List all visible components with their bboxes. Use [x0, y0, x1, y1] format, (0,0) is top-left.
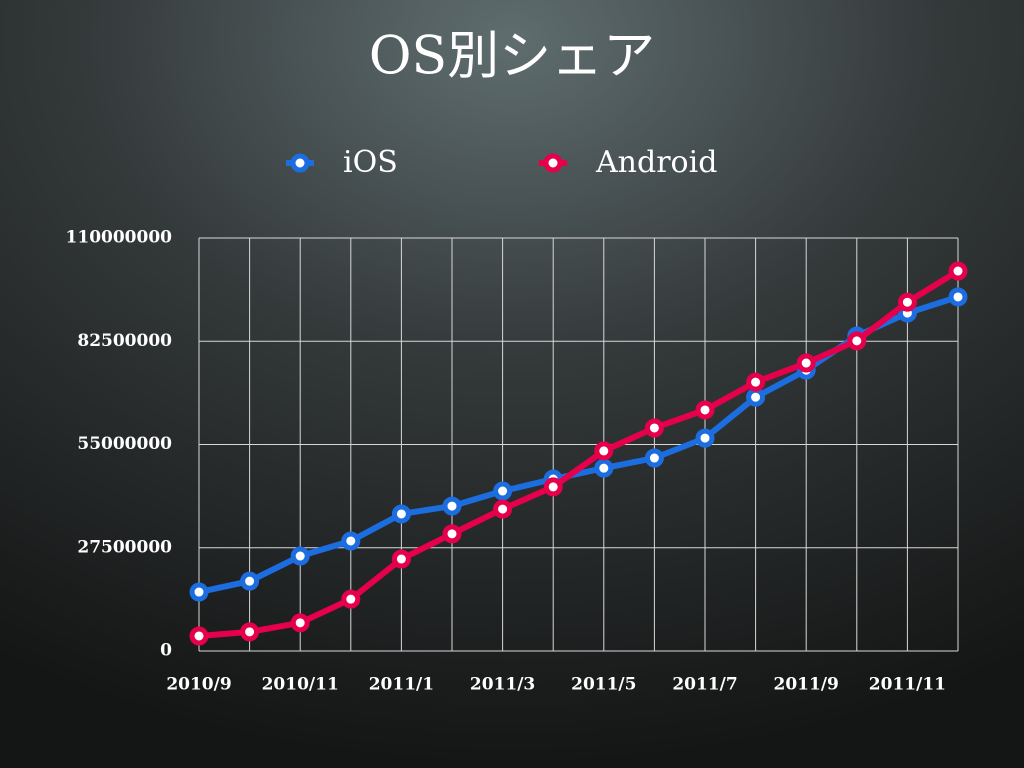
- data-point: [442, 496, 462, 516]
- y-tick-label: 110000000: [66, 228, 173, 248]
- data-point: [948, 261, 968, 281]
- y-tick-label: 82500000: [77, 331, 172, 351]
- x-tick-label: 2011/5: [571, 675, 636, 695]
- data-point: [391, 549, 411, 569]
- legend-label: iOS: [343, 145, 398, 180]
- data-point: [746, 372, 766, 392]
- x-tick-label: 2011/3: [470, 675, 535, 695]
- x-tick-label: 2011/11: [869, 675, 946, 695]
- data-point: [746, 387, 766, 407]
- x-tick-label: 2010/11: [262, 675, 339, 695]
- data-point: [594, 458, 614, 478]
- data-point: [189, 626, 209, 646]
- data-point: [189, 582, 209, 602]
- data-point: [391, 504, 411, 524]
- data-point: [847, 331, 867, 351]
- data-point: [695, 428, 715, 448]
- y-tick-label: 0: [160, 641, 172, 661]
- data-point: [594, 441, 614, 461]
- x-tick-label: 2011/1: [369, 675, 434, 695]
- x-tick-label: 2011/9: [774, 675, 839, 695]
- data-point: [290, 546, 310, 566]
- y-tick-label: 55000000: [77, 434, 172, 454]
- data-point: [493, 499, 513, 519]
- chart-title: OS別シェア: [369, 27, 655, 87]
- x-tick-label: 2010/9: [166, 675, 231, 695]
- legend-label: Android: [595, 145, 717, 180]
- data-point: [897, 292, 917, 312]
- data-point: [948, 287, 968, 307]
- data-point: [493, 481, 513, 501]
- legend-marker: [543, 153, 563, 173]
- y-tick-label: 27500000: [77, 537, 172, 557]
- data-point: [644, 448, 664, 468]
- series-line: [198, 268, 960, 639]
- data-point: [341, 589, 361, 609]
- data-point: [341, 531, 361, 551]
- data-point: [543, 477, 563, 497]
- data-point: [240, 571, 260, 591]
- data-point: [695, 400, 715, 420]
- data-point: [442, 524, 462, 544]
- data-point: [644, 418, 664, 438]
- x-tick-label: 2011/7: [672, 675, 737, 695]
- data-point: [240, 622, 260, 642]
- legend-marker: [290, 153, 310, 173]
- data-point: [796, 353, 816, 373]
- data-point: [290, 613, 310, 633]
